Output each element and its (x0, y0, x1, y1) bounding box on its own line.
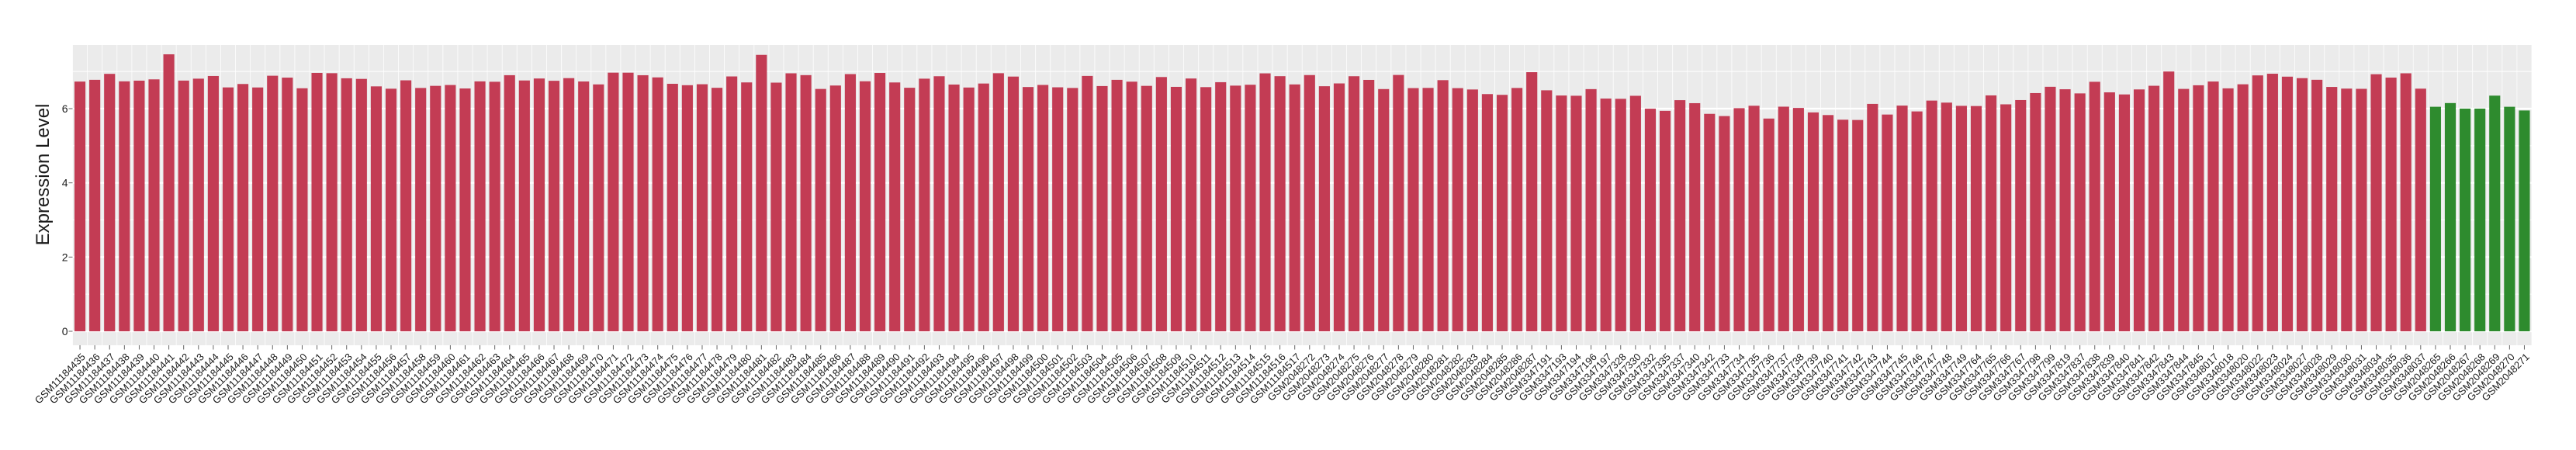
svg-text:0: 0 (62, 325, 68, 338)
svg-text:6: 6 (62, 102, 68, 115)
svg-text:4: 4 (62, 177, 68, 189)
svg-text:2: 2 (62, 251, 68, 263)
